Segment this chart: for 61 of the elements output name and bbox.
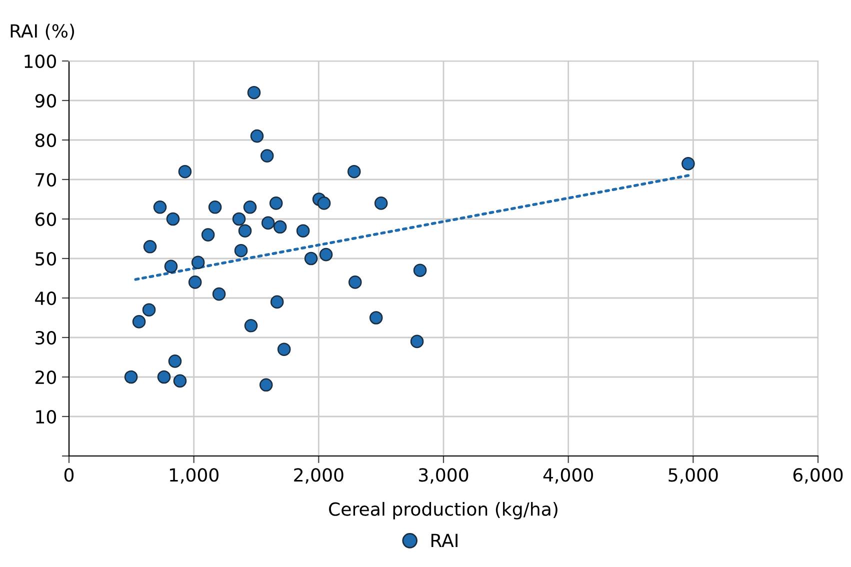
point — [250, 129, 264, 143]
point — [234, 244, 248, 258]
y-tick-label: 100 — [24, 54, 56, 68]
point — [682, 157, 695, 170]
point — [188, 276, 202, 289]
point — [347, 164, 361, 178]
x-tick-label: 3,000 — [419, 468, 468, 484]
point — [238, 224, 252, 238]
point — [374, 196, 388, 210]
point — [208, 200, 222, 214]
point — [259, 378, 273, 392]
point — [157, 370, 171, 384]
point — [273, 220, 287, 234]
point — [269, 196, 283, 210]
point — [166, 212, 180, 226]
point — [304, 252, 318, 266]
point — [319, 248, 333, 262]
point — [143, 240, 157, 254]
point — [410, 334, 424, 348]
point — [317, 196, 331, 210]
point — [277, 342, 291, 356]
legend-label: RAI — [431, 534, 458, 547]
y-tick-label: 70 — [36, 172, 56, 187]
point — [270, 295, 284, 309]
point — [244, 319, 258, 332]
y-tick-label: 90 — [35, 94, 56, 108]
point — [243, 200, 257, 214]
point — [178, 164, 192, 178]
y-tick-label: 80 — [35, 133, 56, 148]
point — [142, 303, 156, 316]
y-tick-label: 60 — [35, 212, 56, 226]
point — [260, 149, 274, 162]
point — [348, 276, 362, 289]
x-tick-label: 6,000 — [793, 468, 843, 484]
point — [132, 315, 146, 328]
x-tick-label: 0 — [64, 468, 74, 482]
point — [191, 256, 205, 270]
point — [164, 260, 178, 274]
x-tick-label: 1,000 — [170, 468, 218, 484]
y-tick-label: 30 — [36, 330, 56, 345]
point — [153, 200, 167, 214]
point — [247, 86, 261, 100]
y-tick-label: 10 — [36, 410, 56, 424]
point — [261, 216, 275, 230]
x-axis-title: Cereal production (kg/ha) — [329, 502, 558, 520]
point — [124, 370, 138, 384]
y-tick-label: 40 — [35, 291, 56, 306]
point — [369, 311, 383, 324]
point — [413, 264, 427, 277]
x-tick-label: 4,000 — [543, 468, 593, 484]
point — [168, 354, 182, 368]
y-axis-title: RAI (%) — [10, 24, 74, 40]
x-tick-label: 2,000 — [294, 468, 344, 484]
point — [296, 224, 310, 238]
y-tick-label: 20 — [36, 370, 56, 384]
point — [232, 212, 246, 226]
x-tick-label: 5,000 — [668, 468, 718, 484]
point — [201, 228, 215, 242]
point — [173, 374, 187, 388]
y-tick-label: 50 — [36, 252, 56, 266]
point — [212, 287, 226, 301]
